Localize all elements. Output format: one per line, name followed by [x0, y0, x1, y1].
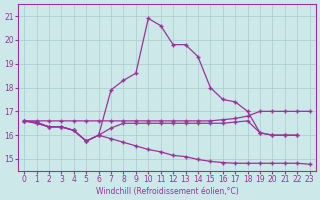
- X-axis label: Windchill (Refroidissement éolien,°C): Windchill (Refroidissement éolien,°C): [96, 187, 238, 196]
